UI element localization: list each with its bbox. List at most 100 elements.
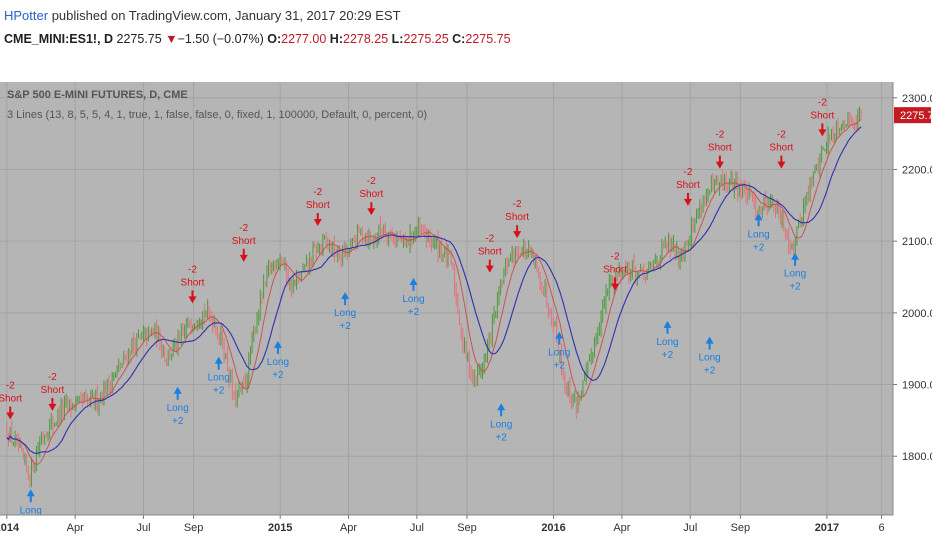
long-label: Long <box>490 419 512 430</box>
long-qty: +2 <box>172 416 184 427</box>
long-arrow-icon <box>705 336 714 344</box>
chart-title: S&P 500 E-MINI FUTURES, D, CME <box>7 89 188 101</box>
short-qty: -2 <box>239 223 248 234</box>
high-value: 2278.25 <box>343 32 389 46</box>
long-arrow-icon <box>26 489 35 497</box>
short-arrow-icon <box>6 412 15 420</box>
close-value: 2275.75 <box>465 32 511 46</box>
long-qty: +2 <box>495 432 507 443</box>
short-label: Short <box>0 394 22 405</box>
long-arrow-icon <box>214 356 223 364</box>
short-label: Short <box>505 212 529 223</box>
last-price-tag-bg <box>894 107 931 124</box>
long-arrow-icon <box>754 213 763 221</box>
short-label: Short <box>708 143 732 154</box>
short-label: Short <box>769 143 793 154</box>
x-tick-label: Apr <box>340 522 357 534</box>
long-label: Long <box>208 373 230 384</box>
open-value: 2277.00 <box>281 32 327 46</box>
price-chart[interactable]: Short -2 Short -2 Short -2 Short -2 Short -2 Short… <box>0 60 932 550</box>
time-axis[interactable] <box>0 515 932 550</box>
author-link[interactable]: HPotter <box>4 8 49 23</box>
long-arrow-icon <box>497 403 506 411</box>
short-label: Short <box>40 385 64 396</box>
signals: Short -2 Short -2 Short -2 Short -2 Short -2 Short… <box>0 97 835 529</box>
short-qty: -2 <box>6 381 15 392</box>
low-label: L: <box>391 32 404 46</box>
long-arrow-icon <box>409 277 418 285</box>
long-arrow-icon <box>341 292 350 300</box>
indicator-label: 3 Lines (13, 8, 5, 5, 4, 1, true, 1, fal… <box>7 109 427 121</box>
grid-lines <box>0 82 893 515</box>
y-tick-label: 2100.00 <box>902 236 932 248</box>
long-label: Long <box>656 337 678 348</box>
open-label: O: <box>267 32 282 46</box>
short-qty: -2 <box>684 167 693 178</box>
long-label: Long <box>784 269 806 280</box>
short-arrow-icon <box>48 403 57 411</box>
short-qty: -2 <box>367 176 376 187</box>
long-label: Long <box>402 294 424 305</box>
short-arrow-icon <box>715 161 724 169</box>
short-arrow-icon <box>513 231 522 239</box>
short-qty: -2 <box>715 130 724 141</box>
short-qty: -2 <box>188 264 197 275</box>
short-arrow-icon <box>313 218 322 226</box>
long-arrow-icon <box>663 320 672 328</box>
short-qty: -2 <box>48 372 57 383</box>
y-tick-label: 1900.00 <box>902 380 932 392</box>
short-qty: -2 <box>513 199 522 210</box>
long-arrow-icon <box>555 331 564 339</box>
price-axis[interactable] <box>893 82 932 528</box>
time-axis-ticks: 2014 Apr Jul Sep 2015 Apr Jul Sep 2016 Apr Jul Sep 2… <box>0 514 893 534</box>
last-price: 2275.75 <box>116 32 162 46</box>
short-arrow-icon <box>683 198 692 206</box>
short-label: Short <box>306 200 330 211</box>
y-tick-label: 2300.00 <box>902 93 932 105</box>
x-tick-label: Jul <box>136 522 150 534</box>
y-tick-label: 2000.00 <box>902 308 932 320</box>
down-arrow-icon: ▼ <box>165 32 178 46</box>
long-qty: +2 <box>662 350 674 361</box>
symbol-name[interactable]: CME_MINI:ES1!, D <box>4 32 114 46</box>
short-label: Short <box>676 180 700 191</box>
close-label: C: <box>452 32 466 46</box>
long-label: Long <box>548 348 570 359</box>
x-tick-label: 2017 <box>815 522 839 534</box>
short-arrow-icon <box>188 296 197 304</box>
short-label: Short <box>232 236 256 247</box>
long-qty: +2 <box>213 386 225 397</box>
short-arrow-icon <box>777 161 786 169</box>
short-arrow-icon <box>367 208 376 216</box>
long-qty: +2 <box>339 321 351 332</box>
symbol-info-bar: CME_MINI:ES1!, D 2275.75 ▼−1.50 (−0.07%)… <box>4 29 511 49</box>
long-label: Long <box>334 308 356 319</box>
short-qty: -2 <box>777 130 786 141</box>
low-value: 2275.25 <box>403 32 449 46</box>
x-tick-label: 6 <box>879 522 885 534</box>
x-tick-label: Jul <box>410 522 424 534</box>
x-tick-label: Sep <box>457 522 477 534</box>
y-tick-label: 1800.00 <box>902 451 932 463</box>
x-tick-label: Sep <box>731 522 751 534</box>
x-tick-label: Apr <box>67 522 84 534</box>
short-qty: -2 <box>313 187 322 198</box>
price-change: −1.50 (−0.07%) <box>177 32 264 46</box>
plot-area[interactable] <box>0 82 893 515</box>
long-arrow-icon <box>173 386 182 394</box>
x-tick-label: Jul <box>683 522 697 534</box>
publication-header: HPotter published on TradingView.com, Ja… <box>4 6 401 26</box>
long-label: Long <box>20 505 42 516</box>
fast-ma-line <box>6 119 862 465</box>
x-tick-label: Apr <box>613 522 630 534</box>
y-tick-label: 2200.00 <box>902 164 932 176</box>
published-text: published on TradingView.com, January 31… <box>48 8 401 23</box>
long-label: Long <box>267 357 289 368</box>
short-arrow-icon <box>611 283 620 291</box>
long-qty: +2 <box>408 307 420 318</box>
price-axis-ticks: 2300.00 2200.00 2100.00 2000.00 1900.00 1800.… <box>892 82 932 515</box>
x-tick-label: 2015 <box>268 522 292 534</box>
slow-ma-line <box>6 126 862 454</box>
long-arrow-icon <box>791 252 800 260</box>
short-arrow-icon <box>818 129 827 137</box>
